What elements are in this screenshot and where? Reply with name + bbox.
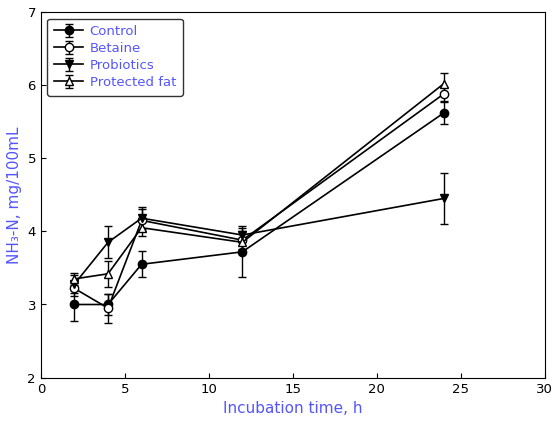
Legend: Control, Betaine, Probiotics, Protected fat: Control, Betaine, Probiotics, Protected … (48, 19, 183, 96)
Y-axis label: NH₃-N, mg/100mL: NH₃-N, mg/100mL (7, 126, 22, 264)
X-axis label: Incubation time, h: Incubation time, h (223, 401, 362, 416)
